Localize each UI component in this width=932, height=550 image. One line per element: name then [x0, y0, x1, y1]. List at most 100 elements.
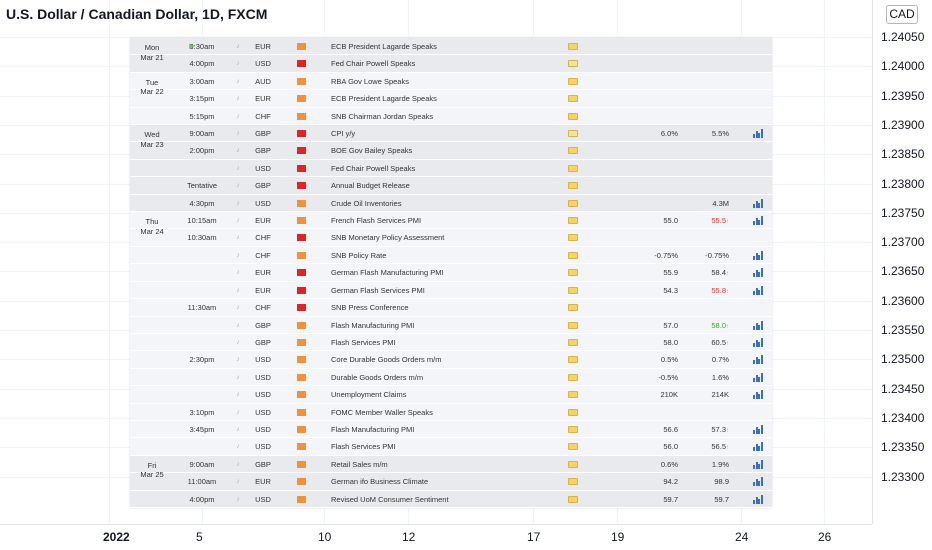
- bell-icon[interactable]: ♪: [236, 199, 240, 207]
- bar-chart-icon[interactable]: [753, 355, 763, 365]
- bell-icon[interactable]: ♪: [236, 321, 240, 329]
- event-name[interactable]: Durable Goods Orders m/m: [331, 372, 424, 382]
- calendar-row[interactable]: 10:15am ♪ EUR French Flash Services PMI 55.0…: [130, 212, 772, 230]
- bell-icon[interactable]: ♪: [236, 77, 240, 85]
- event-name[interactable]: Flash Manufacturing PMI: [331, 320, 415, 330]
- bar-chart-icon[interactable]: [753, 198, 763, 208]
- event-name[interactable]: RBA Gov Lowe Speaks: [331, 76, 409, 86]
- bell-icon[interactable]: ♪: [236, 147, 240, 155]
- event-name[interactable]: SNB Monetary Policy Assessment: [331, 233, 445, 243]
- bar-chart-icon[interactable]: [753, 216, 763, 226]
- event-name[interactable]: SNB Policy Rate: [331, 250, 387, 260]
- bar-chart-icon[interactable]: [753, 250, 763, 260]
- calendar-row[interactable]: 3:10pm ♪ USD FOMC Member Waller Speaks: [130, 403, 772, 421]
- calendar-row[interactable]: ♪ CHF SNB Policy Rate -0.75% -0.75%: [130, 246, 772, 265]
- bell-icon[interactable]: ♪: [236, 443, 240, 451]
- event-name[interactable]: German ifo Business Climate: [331, 477, 429, 487]
- folder-icon[interactable]: [568, 234, 578, 242]
- folder-icon[interactable]: [568, 443, 578, 451]
- event-name[interactable]: CPI y/y: [331, 129, 356, 139]
- event-name[interactable]: Flash Services PMI: [331, 337, 396, 347]
- folder-icon[interactable]: [568, 495, 578, 503]
- folder-icon[interactable]: [568, 251, 578, 259]
- calendar-row[interactable]: 4:00pm ♪ USD Fed Chair Powell Speaks: [130, 55, 772, 73]
- folder-icon[interactable]: [568, 478, 578, 486]
- bar-chart-icon[interactable]: [753, 477, 763, 487]
- folder-icon[interactable]: [568, 130, 578, 138]
- folder-icon[interactable]: [568, 321, 578, 329]
- event-name[interactable]: Flash Services PMI: [331, 442, 396, 452]
- folder-icon[interactable]: [568, 199, 578, 207]
- folder-icon[interactable]: [568, 373, 578, 381]
- calendar-row[interactable]: Tentative ♪ GBP Annual Budget Release: [130, 177, 772, 195]
- bell-icon[interactable]: ♪: [236, 460, 240, 468]
- event-name[interactable]: SNB Chairman Jordan Speaks: [331, 111, 434, 121]
- event-name[interactable]: French Flash Services PMI: [331, 216, 422, 226]
- calendar-row[interactable]: 11:30am ♪ CHF SNB Press Conference: [130, 299, 772, 317]
- bell-icon[interactable]: ♪: [236, 182, 240, 190]
- event-name[interactable]: BOE Gov Bailey Speaks: [331, 146, 413, 156]
- folder-icon[interactable]: [568, 460, 578, 468]
- bell-icon[interactable]: ♪: [236, 304, 240, 312]
- bell-icon[interactable]: ♪: [236, 251, 240, 259]
- folder-icon[interactable]: [568, 77, 578, 85]
- bell-icon[interactable]: ♪: [236, 425, 240, 433]
- bell-icon[interactable]: ♪: [236, 164, 240, 172]
- bar-chart-icon[interactable]: [753, 337, 763, 347]
- bell-icon[interactable]: ♪: [236, 478, 240, 486]
- event-name[interactable]: SNB Press Conference: [331, 303, 409, 313]
- folder-icon[interactable]: [568, 112, 578, 120]
- calendar-row[interactable]: ♪ USD Fed Chair Powell Speaks: [130, 159, 772, 178]
- event-name[interactable]: Fed Chair Powell Speaks: [331, 163, 416, 173]
- calendar-row[interactable]: 4:30pm ♪ USD Crude Oil Inventories 4.3M: [130, 194, 772, 213]
- folder-icon[interactable]: [568, 425, 578, 433]
- bell-icon[interactable]: ♪: [236, 60, 240, 68]
- calendar-row[interactable]: 2:30pm ♪ USD Core Durable Goods Orders m/m 0…: [130, 351, 772, 369]
- event-name[interactable]: Revised UoM Consumer Sentiment: [331, 494, 449, 504]
- calendar-row[interactable]: ♪ EUR German Flash Manufacturing PMI 55.9 58…: [130, 264, 772, 282]
- event-name[interactable]: ECB President Lagarde Speaks: [331, 42, 437, 51]
- calendar-row[interactable]: 4:00pm ♪ USD Revised UoM Consumer Sentiment…: [130, 490, 772, 508]
- bar-chart-icon[interactable]: [753, 442, 763, 452]
- bell-icon[interactable]: ♪: [236, 373, 240, 381]
- bell-icon[interactable]: ♪: [236, 112, 240, 120]
- calendar-row[interactable]: 9:00am ♪ GBP CPI y/y 6.0% 5.5%: [130, 125, 772, 143]
- calendar-row[interactable]: ♪ USD Durable Goods Orders m/m -0.5% 1.6%: [130, 368, 772, 387]
- bell-icon[interactable]: ♪: [236, 95, 240, 103]
- time-axis[interactable]: [0, 524, 872, 550]
- calendar-row[interactable]: ♪ USD Flash Services PMI 56.0 56.5↑: [130, 438, 772, 456]
- bell-icon[interactable]: ♪: [236, 408, 240, 416]
- event-name[interactable]: Core Durable Goods Orders m/m: [331, 355, 442, 365]
- event-name[interactable]: Flash Manufacturing PMI: [331, 424, 415, 434]
- calendar-row[interactable]: 3:45pm ♪ USD Flash Manufacturing PMI 56.6 57.…: [130, 420, 772, 439]
- folder-icon[interactable]: [568, 95, 578, 103]
- bell-icon[interactable]: ♪: [236, 286, 240, 294]
- calendar-row[interactable]: 11:00am ♪ EUR German ifo Business Climate 94…: [130, 473, 772, 491]
- price-axis[interactable]: [872, 0, 932, 524]
- calendar-row[interactable]: ♪ USD Unemployment Claims 210K 214K: [130, 386, 772, 404]
- folder-icon[interactable]: [568, 164, 578, 172]
- bar-chart-icon[interactable]: [753, 390, 763, 400]
- bell-icon[interactable]: ♪: [236, 495, 240, 503]
- calendar-row[interactable]: 2:00pm ♪ GBP BOE Gov Bailey Speaks: [130, 142, 772, 160]
- bar-chart-icon[interactable]: [753, 494, 763, 504]
- event-name[interactable]: German Flash Services PMI: [331, 285, 425, 295]
- calendar-row[interactable]: 5:15pm ♪ CHF SNB Chairman Jordan Speaks: [130, 107, 772, 126]
- folder-icon[interactable]: [568, 356, 578, 364]
- folder-icon[interactable]: [568, 338, 578, 346]
- calendar-row[interactable]: 3:00am ♪ AUD RBA Gov Lowe Speaks: [130, 72, 772, 91]
- bell-icon[interactable]: ♪: [236, 234, 240, 242]
- calendar-row[interactable]: 10:30am ♪ CHF SNB Monetary Policy Assessmen…: [130, 229, 772, 247]
- bell-icon[interactable]: ♪: [236, 217, 240, 225]
- bell-icon[interactable]: ♪: [236, 356, 240, 364]
- event-name[interactable]: Unemployment Claims: [331, 390, 407, 400]
- bell-icon[interactable]: ♪: [236, 269, 240, 277]
- calendar-row[interactable]: 3:15pm ♪ EUR ECB President Lagarde Speaks: [130, 90, 772, 108]
- folder-icon[interactable]: [568, 408, 578, 416]
- calendar-row[interactable]: 9:30am ▶ ♪ EUR ECB President Lagarde Speaks: [130, 38, 772, 56]
- event-name[interactable]: FOMC Member Waller Speaks: [331, 407, 433, 417]
- folder-icon[interactable]: [568, 217, 578, 225]
- bar-chart-icon[interactable]: [753, 372, 763, 382]
- bar-chart-icon[interactable]: [753, 285, 763, 295]
- bell-icon[interactable]: ♪: [236, 338, 240, 346]
